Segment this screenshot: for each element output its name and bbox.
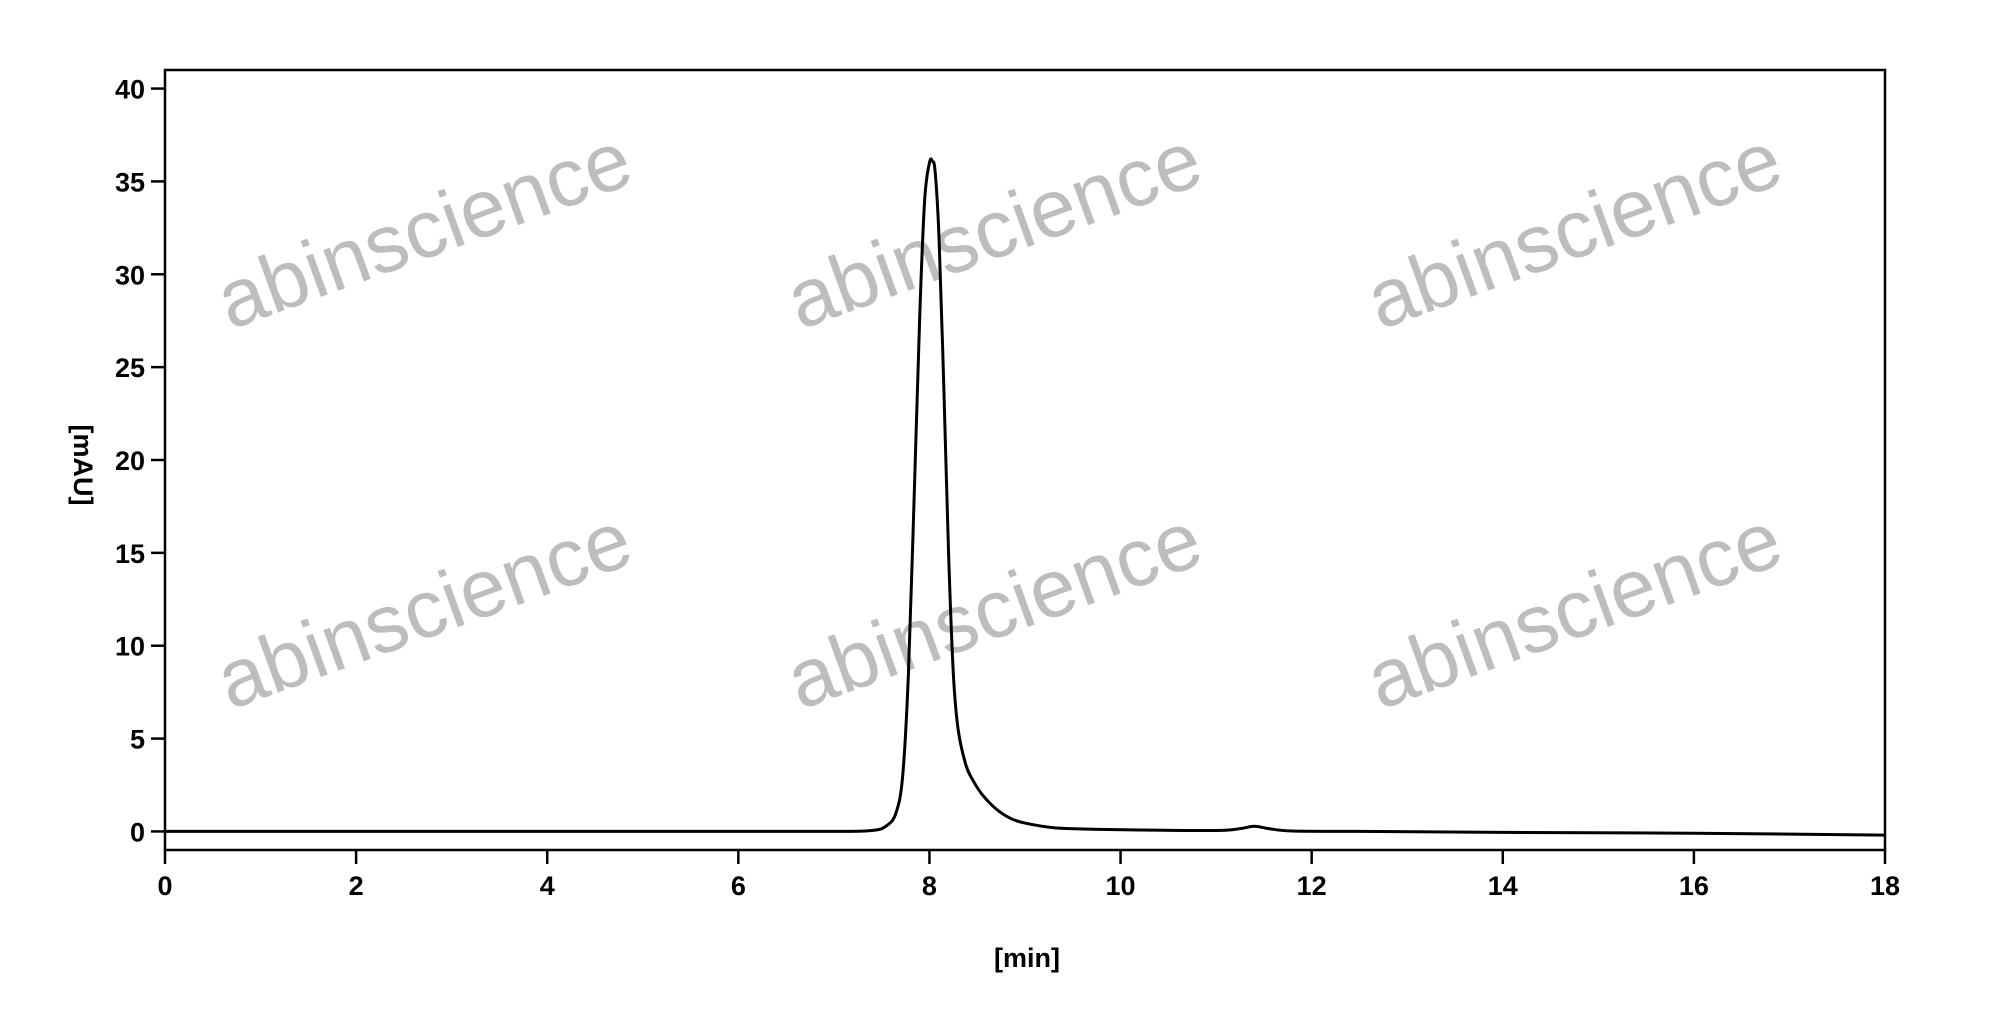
watermark-text: abinscience xyxy=(775,493,1213,727)
x-tick-label: 14 xyxy=(1488,871,1518,901)
y-tick-label: 10 xyxy=(115,632,145,662)
x-tick-label: 8 xyxy=(922,871,937,901)
y-tick-label: 0 xyxy=(130,817,145,847)
watermark-text: abinscience xyxy=(205,493,643,727)
x-axis-title: [min] xyxy=(994,943,1060,973)
watermark-text: abinscience xyxy=(1355,113,1793,347)
y-tick-label: 40 xyxy=(115,75,145,105)
x-tick-label: 12 xyxy=(1297,871,1327,901)
watermark-text: abinscience xyxy=(205,113,643,347)
y-tick-label: 30 xyxy=(115,260,145,290)
y-tick-label: 20 xyxy=(115,446,145,476)
x-tick-label: 10 xyxy=(1106,871,1136,901)
series-line xyxy=(165,157,1886,837)
y-tick-label: 5 xyxy=(130,725,145,755)
y-tick-label: 25 xyxy=(115,353,145,383)
x-tick-label: 16 xyxy=(1679,871,1709,901)
y-tick-label: 35 xyxy=(115,167,145,197)
watermark-layer: abinscience abinscience abinscience abinsci… xyxy=(205,113,1793,727)
x-tick-label: 6 xyxy=(731,871,746,901)
x-tick-label: 18 xyxy=(1870,871,1900,901)
y-axis-title: [mAU] xyxy=(68,425,98,506)
y-tick-label: 15 xyxy=(115,539,145,569)
watermark-text: abinscience xyxy=(775,113,1213,347)
watermark-text: abinscience xyxy=(1355,493,1793,727)
axes: 0 2 4 6 8 10 12 14 16 18 0 5 10 15 20 25 30 35 40 xyxy=(115,75,1900,901)
x-tick-label: 4 xyxy=(540,871,555,901)
x-tick-label: 2 xyxy=(349,871,364,901)
x-tick-label: 0 xyxy=(157,871,172,901)
